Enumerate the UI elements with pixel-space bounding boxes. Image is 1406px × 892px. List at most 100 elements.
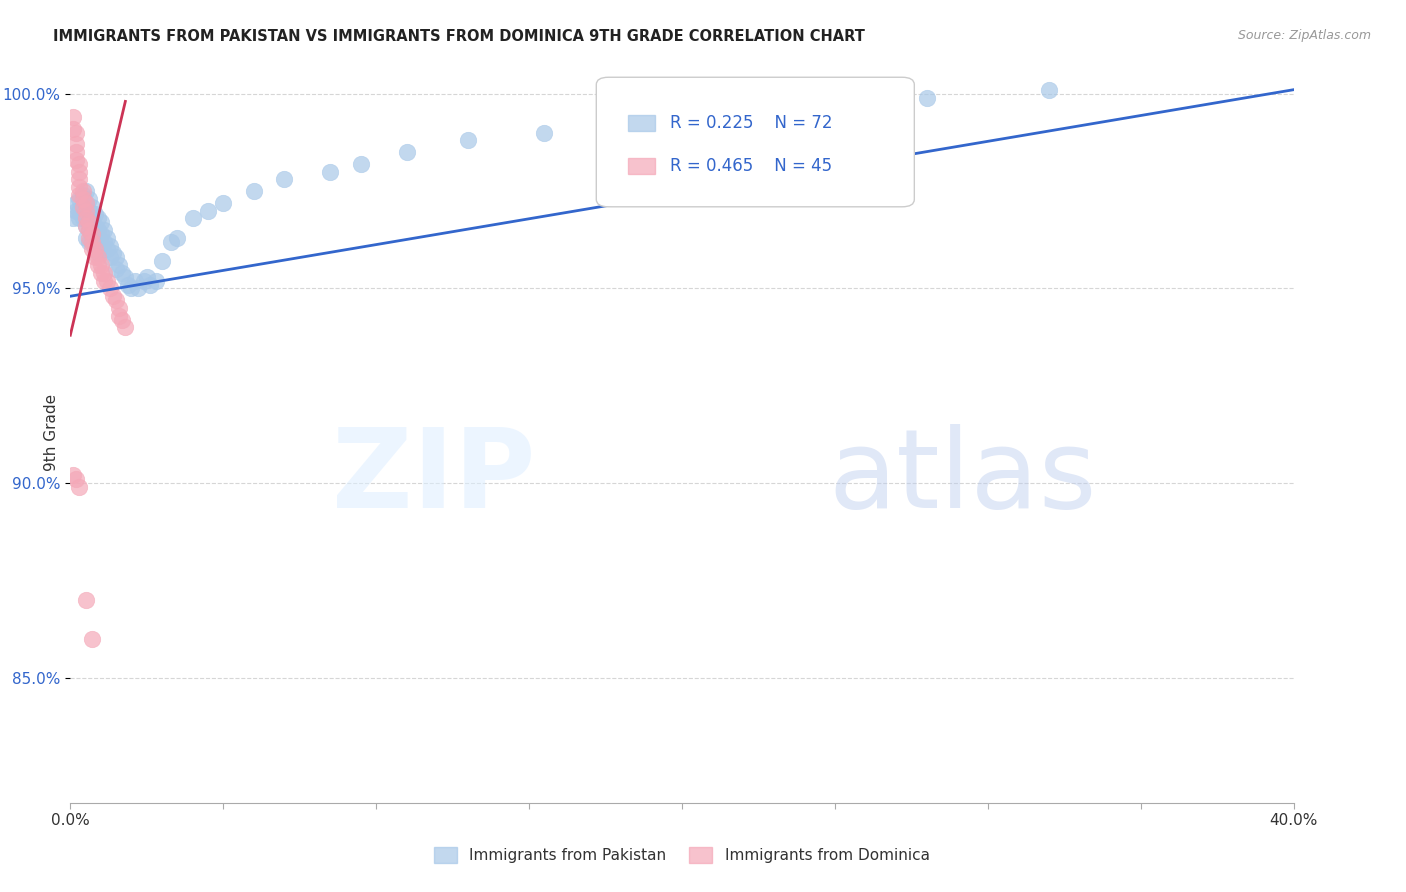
Point [105,262,128,277]
Point [75,195,97,210]
Point [72,192,94,206]
Point [145,274,167,288]
Point [111,266,134,280]
Point [75,184,97,198]
Point [77,203,100,218]
Point [139,277,162,292]
Point [181,211,204,226]
Text: IMMIGRANTS FROM PAKISTAN VS IMMIGRANTS FROM DOMINICA 9TH GRADE CORRELATION CHART: IMMIGRANTS FROM PAKISTAN VS IMMIGRANTS F… [53,29,865,44]
Point [319,164,342,178]
Point [197,203,219,218]
Point [90,266,112,280]
Point [96,274,118,288]
Point [77,215,100,229]
Point [96,243,118,257]
Point [75,593,97,607]
Point [62,121,84,136]
Point [72,200,94,214]
Point [124,274,146,288]
Point [1038,83,1060,97]
Point [65,145,87,159]
Point [114,269,136,284]
Point [69,188,91,202]
Point [69,480,91,494]
Point [135,269,157,284]
Point [83,207,105,221]
Point [75,231,97,245]
Text: R = 0.225    N = 72: R = 0.225 N = 72 [669,114,832,132]
Text: Source: ZipAtlas.com: Source: ZipAtlas.com [1237,29,1371,42]
Point [108,309,131,323]
Point [273,172,295,186]
Point [77,223,100,237]
Point [98,238,121,252]
Point [69,172,91,186]
Point [105,250,128,264]
Point [395,145,418,159]
Point [83,243,105,257]
Point [90,258,112,272]
FancyBboxPatch shape [628,115,655,131]
Point [75,195,97,210]
Point [595,121,617,136]
Point [69,180,91,194]
Point [69,157,91,171]
Point [75,219,97,233]
Point [69,211,91,226]
Point [671,114,693,128]
Point [166,231,188,245]
Point [69,192,91,206]
Point [101,246,124,260]
Point [77,223,100,237]
Point [80,243,103,257]
Y-axis label: 9th Grade: 9th Grade [44,394,59,471]
Point [105,293,128,307]
Point [350,157,373,171]
Text: ZIP: ZIP [332,424,536,531]
Point [77,211,100,226]
Point [212,195,235,210]
Point [75,211,97,226]
Point [83,231,105,245]
Point [87,223,110,237]
Point [87,246,110,260]
Point [65,137,87,152]
Point [98,281,121,295]
Point [108,258,131,272]
Point [72,188,94,202]
Point [762,106,785,120]
Point [80,223,103,237]
Point [915,90,938,104]
Point [77,192,100,206]
Point [65,126,87,140]
Point [93,235,115,249]
Text: atlas: atlas [828,424,1097,531]
FancyBboxPatch shape [596,78,914,207]
Point [150,254,173,268]
Point [62,468,84,483]
Point [93,274,115,288]
Point [114,320,136,334]
Point [62,110,84,124]
Point [855,98,877,112]
Point [93,266,115,280]
Point [72,200,94,214]
Point [80,227,103,241]
Point [62,211,84,226]
Point [533,126,555,140]
Point [75,219,97,233]
Point [80,632,103,647]
Point [108,301,131,315]
Point [72,211,94,226]
Point [80,200,103,214]
Point [80,211,103,226]
Point [93,223,115,237]
Point [87,258,110,272]
Point [101,289,124,303]
Point [80,235,103,249]
Point [90,227,112,241]
Point [65,203,87,218]
Point [132,274,155,288]
Point [87,235,110,249]
Point [111,312,134,326]
